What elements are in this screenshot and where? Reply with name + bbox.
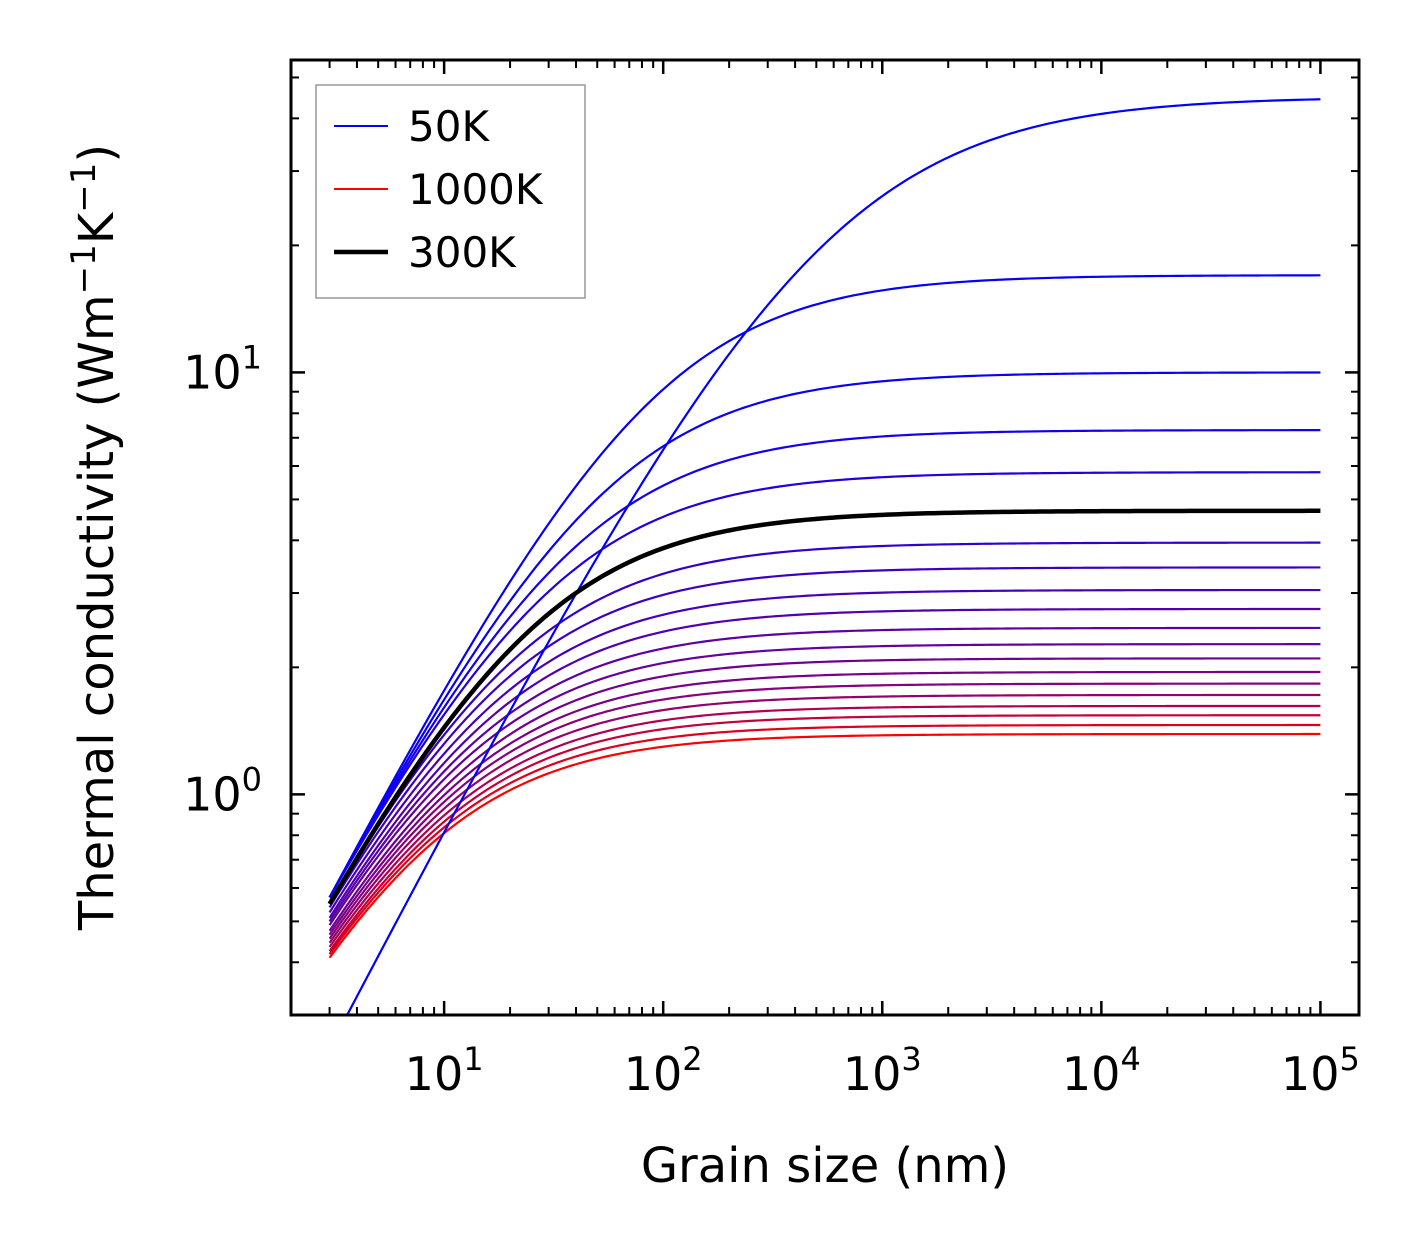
series-line-50k [345,98,1321,1015]
y-axis-title: Thermal conductivity (Wm−1K−1) [64,144,125,931]
x-tick-labels: 101 102 103 104 105 [405,1040,1360,1101]
series-line-500k [328,607,1321,919]
x-axis-title: Grain size (nm) [641,1138,1009,1194]
legend-label-1000k: 1000K [408,165,544,214]
series-line-950k [328,723,1321,955]
x-tick-label: 102 [624,1040,703,1101]
y-tick-label: 100 [183,760,262,821]
plot-frame [289,58,1361,1017]
series-line-850k [328,704,1321,948]
series-line-150k [328,371,1321,898]
legend: 50K 1000K 300K [315,84,586,299]
series-line-900k [328,714,1321,952]
series-line-300k [327,508,1321,906]
series-line-450k [328,588,1321,914]
x-tick-label: 101 [405,1040,484,1101]
series-line-700k [328,670,1321,936]
x-tick-label: 104 [1062,1040,1141,1101]
series-layer [327,98,1321,1015]
series-line-200k [328,429,1321,898]
series-line-600k [328,643,1321,926]
y-tick-labels: 100 101 [183,338,262,821]
series-line-750k [328,682,1321,940]
x-tick-label: 105 [1281,1040,1360,1101]
y-tick-label: 101 [183,338,262,399]
x-tick-label: 103 [843,1040,922,1101]
series-line-100k [328,274,1321,898]
legend-label-300k: 300K [408,228,517,277]
series-line-1000k [328,732,1321,959]
legend-label-50k: 50K [408,102,490,151]
series-line-650k [328,657,1321,932]
series-line-400k [328,566,1321,908]
series-line-250k [328,471,1321,898]
series-line-350k [328,541,1321,905]
legend-box [315,84,586,299]
series-line-550k [328,626,1321,922]
series-line-800k [328,693,1321,944]
